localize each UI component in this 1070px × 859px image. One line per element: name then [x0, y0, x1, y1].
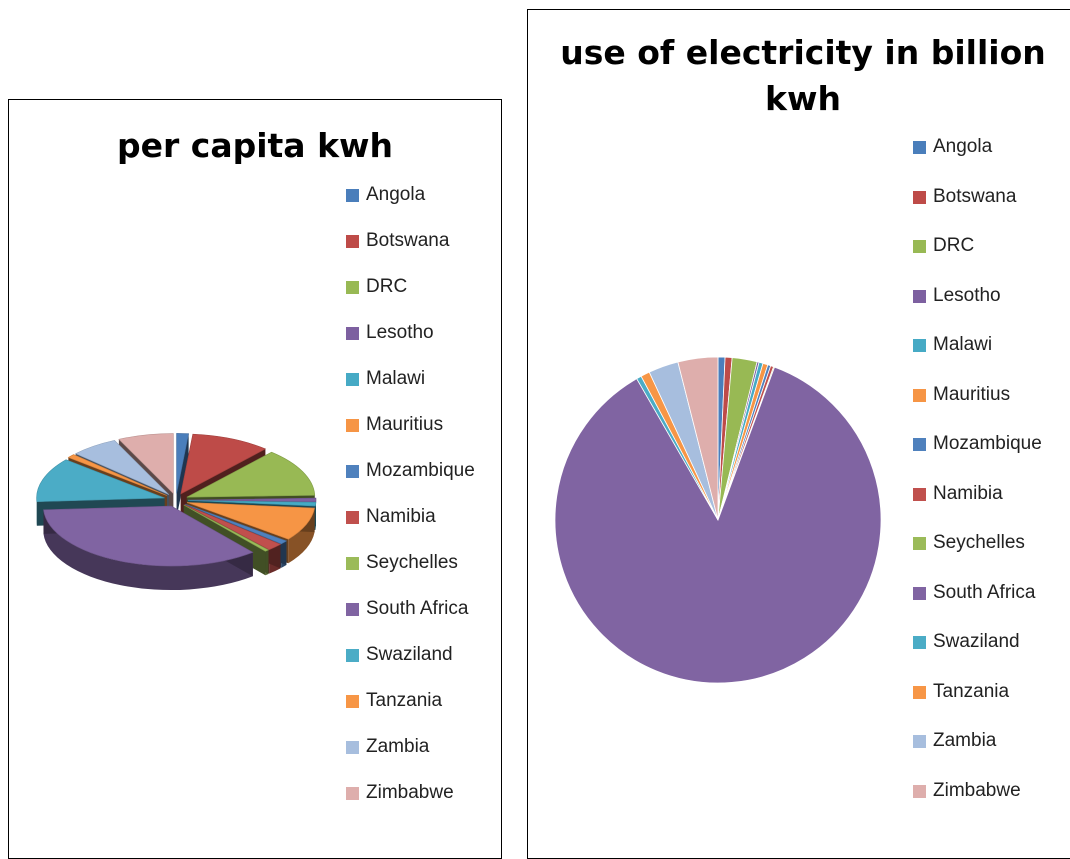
legend-swatch — [346, 373, 359, 386]
legend-item-tanzania: Tanzania — [913, 681, 1042, 731]
legend-label: Angola — [933, 136, 992, 157]
pie-chart-electricity-use — [538, 340, 898, 700]
legend-swatch — [913, 785, 926, 798]
legend-swatch — [913, 389, 926, 402]
legend-label: Lesotho — [366, 322, 434, 343]
legend-label: Malawi — [933, 334, 992, 355]
legend-item-seychelles: Seychelles — [913, 532, 1042, 582]
legend-item-angola: Angola — [913, 136, 1042, 186]
legend-item-lesotho: Lesotho — [346, 322, 475, 368]
legend-item-malawi: Malawi — [913, 334, 1042, 384]
legend-label: South Africa — [933, 582, 1035, 603]
legend-swatch — [913, 438, 926, 451]
legend-label: Seychelles — [933, 532, 1025, 553]
legend-label: Malawi — [366, 368, 425, 389]
legend-label: Botswana — [366, 230, 449, 251]
legend-label: Namibia — [933, 483, 1003, 504]
legend-item-south-africa: South Africa — [913, 582, 1042, 632]
legend-item-botswana: Botswana — [913, 186, 1042, 236]
legend-item-drc: DRC — [346, 276, 475, 322]
legend-swatch — [913, 191, 926, 204]
legend-label: Zambia — [366, 736, 429, 757]
legend-item-zimbabwe: Zimbabwe — [913, 780, 1042, 830]
legend-label: Lesotho — [933, 285, 1001, 306]
legend-label: Zimbabwe — [933, 780, 1021, 801]
legend-item-swaziland: Swaziland — [346, 644, 475, 690]
legend-swatch — [346, 649, 359, 662]
legend-label: Angola — [366, 184, 425, 205]
chart-title: per capita kwh — [9, 126, 501, 165]
legend-swatch — [913, 240, 926, 253]
legend-label: Mauritius — [366, 414, 443, 435]
pie-chart-per-capita — [31, 365, 331, 665]
legend-label: Mozambique — [366, 460, 475, 481]
legend-item-namibia: Namibia — [913, 483, 1042, 533]
legend-label: Tanzania — [933, 681, 1009, 702]
chart-panel-electricity-use: use of electricity in billion kwh Angola… — [527, 9, 1070, 859]
legend-swatch — [346, 695, 359, 708]
legend-label: Zimbabwe — [366, 782, 454, 803]
legend-swatch — [913, 488, 926, 501]
legend-item-zimbabwe: Zimbabwe — [346, 782, 475, 828]
legend-swatch — [346, 419, 359, 432]
legend-label: DRC — [933, 235, 974, 256]
legend-swatch — [913, 587, 926, 600]
legend-item-zambia: Zambia — [346, 736, 475, 782]
legend-swatch — [346, 603, 359, 616]
legend-item-mozambique: Mozambique — [346, 460, 475, 506]
legend: Angola Botswana DRC Lesotho Malawi Mauritius M… — [346, 184, 475, 828]
legend-item-drc: DRC — [913, 235, 1042, 285]
legend-label: Swaziland — [933, 631, 1020, 652]
legend-item-tanzania: Tanzania — [346, 690, 475, 736]
legend-swatch — [346, 235, 359, 248]
legend-label: Seychelles — [366, 552, 458, 573]
legend-label: Namibia — [366, 506, 436, 527]
legend-item-malawi: Malawi — [346, 368, 475, 414]
legend-swatch — [346, 465, 359, 478]
legend-label: Mozambique — [933, 433, 1042, 454]
legend-swatch — [913, 339, 926, 352]
legend-label: Botswana — [933, 186, 1016, 207]
legend-item-angola: Angola — [346, 184, 475, 230]
legend-item-swaziland: Swaziland — [913, 631, 1042, 681]
legend-swatch — [346, 511, 359, 524]
legend-item-south-africa: South Africa — [346, 598, 475, 644]
legend-swatch — [913, 537, 926, 550]
legend-swatch — [346, 557, 359, 570]
legend: Angola Botswana DRC Lesotho Malawi Mauritius M… — [913, 136, 1042, 829]
chart-title: use of electricity in billion kwh — [558, 30, 1048, 122]
legend-swatch — [346, 327, 359, 340]
legend-item-mauritius: Mauritius — [346, 414, 475, 460]
legend-item-namibia: Namibia — [346, 506, 475, 552]
legend-item-mauritius: Mauritius — [913, 384, 1042, 434]
legend-item-seychelles: Seychelles — [346, 552, 475, 598]
legend-label: Zambia — [933, 730, 996, 751]
legend-swatch — [346, 189, 359, 202]
legend-item-botswana: Botswana — [346, 230, 475, 276]
legend-label: DRC — [366, 276, 407, 297]
legend-swatch — [913, 735, 926, 748]
legend-label: Tanzania — [366, 690, 442, 711]
legend-swatch — [346, 741, 359, 754]
legend-swatch — [913, 686, 926, 699]
chart-panel-per-capita: per capita kwh Angola Botswana DRC Lesotho M… — [8, 99, 502, 859]
legend-swatch — [346, 281, 359, 294]
legend-swatch — [913, 141, 926, 154]
legend-label: Mauritius — [933, 384, 1010, 405]
legend-swatch — [346, 787, 359, 800]
legend-item-lesotho: Lesotho — [913, 285, 1042, 335]
legend-label: South Africa — [366, 598, 468, 619]
legend-label: Swaziland — [366, 644, 453, 665]
legend-item-zambia: Zambia — [913, 730, 1042, 780]
legend-swatch — [913, 290, 926, 303]
legend-swatch — [913, 636, 926, 649]
legend-item-mozambique: Mozambique — [913, 433, 1042, 483]
